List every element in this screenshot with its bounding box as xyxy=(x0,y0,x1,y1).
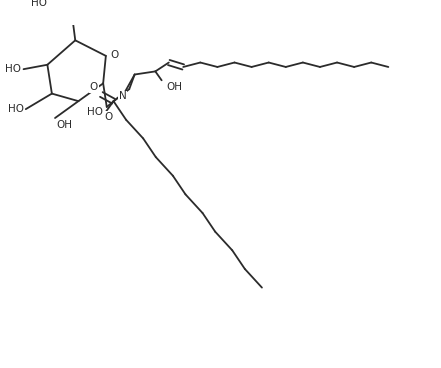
Text: HO: HO xyxy=(87,107,103,117)
Text: O: O xyxy=(110,50,119,60)
Text: OH: OH xyxy=(166,82,182,92)
Text: N: N xyxy=(119,91,127,101)
Text: O: O xyxy=(90,82,98,92)
Text: OH: OH xyxy=(56,120,72,130)
Text: O: O xyxy=(104,112,112,122)
Text: HO: HO xyxy=(31,0,47,8)
Text: HO: HO xyxy=(5,64,21,74)
Text: HO: HO xyxy=(7,104,23,114)
